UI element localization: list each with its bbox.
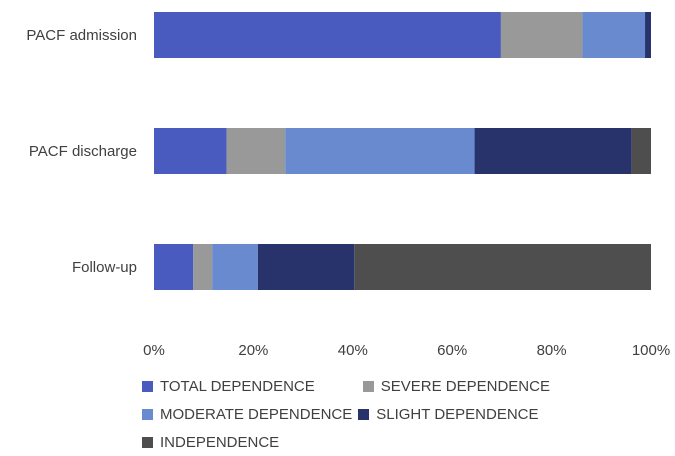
x-axis-tick-labels: 0% 20% 40% 60% 80% 100% [143,342,670,359]
bar-segment [354,244,651,290]
bar-segment [645,12,651,58]
bar-segment [582,12,646,58]
x-tick-label: 0% [143,342,165,359]
legend-item-total-dependence: TOTAL DEPENDENCE [142,378,315,395]
bars-group [154,12,651,290]
bar-segment [631,128,651,174]
bar-segment [500,12,583,58]
legend-swatch [142,408,153,420]
legend-swatch [362,380,374,392]
legend-swatch [142,380,153,392]
category-label: Follow-up [72,259,137,276]
x-tick-label: 20% [238,342,268,359]
bar-segment [193,244,213,290]
legend-item-severe-dependence: SEVERE DEPENDENCE [362,377,550,395]
bar-segment [285,128,475,174]
bar-segment [154,128,227,174]
legend-label: SLIGHT DEPENDENCE [376,405,539,423]
category-labels: PACF admission PACF discharge Follow-up [26,27,137,276]
bar-segment [226,128,286,174]
x-tick-label: 60% [437,342,467,359]
legend-row: MODERATE DEPENDENCE SLIGHT DEPENDENCE [142,400,672,428]
legend-label: INDEPENDENCE [160,433,280,451]
legend-swatch [358,408,370,420]
legend-label: TOTAL DEPENDENCE [160,377,315,395]
category-label: PACF admission [26,27,137,44]
x-tick-label: 100% [632,342,670,359]
legend-row: TOTAL DEPENDENCE SEVERE DEPENDENCE [142,372,672,400]
bar-segment [212,244,258,290]
legend-label: SEVERE DEPENDENCE [380,377,550,395]
x-tick-label: 40% [338,342,368,359]
legend-label: MODERATE DEPENDENCE [160,405,353,423]
category-label: PACF discharge [29,143,137,160]
legend-item-independence: INDEPENDENCE [142,434,279,451]
legend: TOTAL DEPENDENCE SEVERE DEPENDENCE MODER… [142,372,672,456]
legend-swatch [142,436,153,448]
bar-segment [257,244,355,290]
legend-item-moderate-dependence: MODERATE DEPENDENCE [142,406,352,423]
bar-segment [154,244,194,290]
legend-item-slight-dependence: SLIGHT DEPENDENCE [358,405,539,423]
legend-row: INDEPENDENCE [142,428,672,456]
bar-segment [474,128,632,174]
x-tick-label: 80% [537,342,567,359]
bar-segment [154,12,501,58]
